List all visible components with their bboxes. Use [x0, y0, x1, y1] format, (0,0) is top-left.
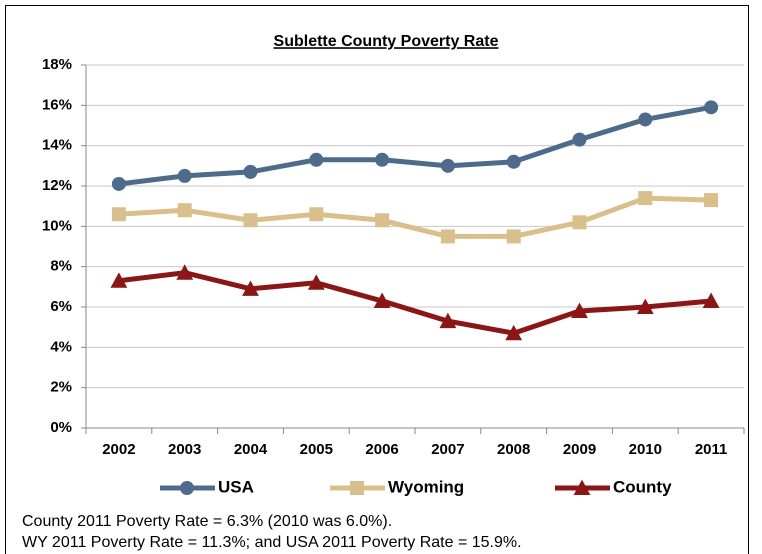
marker [506, 154, 521, 169]
x-tick-label: 2011 [695, 441, 728, 458]
series-line [118, 104, 712, 187]
marker [307, 274, 325, 290]
marker [573, 479, 591, 495]
x-tick-label: 2006 [365, 441, 398, 458]
marker [309, 207, 324, 222]
y-tick-label: 12% [42, 177, 72, 194]
y-tick-label: 10% [42, 217, 72, 234]
marker [373, 292, 391, 308]
x-tick-label: 2007 [431, 441, 464, 458]
marker [309, 152, 324, 167]
note: WY 2011 Poverty Rate = 11.3%; and USA 20… [22, 534, 522, 551]
marker [243, 213, 258, 228]
series-line [118, 270, 712, 336]
x-tick-label: 2002 [102, 441, 135, 458]
marker [375, 152, 390, 167]
marker [505, 324, 523, 341]
marker [638, 112, 653, 127]
marker [176, 264, 194, 280]
legend-label: County [613, 477, 672, 496]
marker [177, 168, 192, 183]
y-tick-label: 16% [42, 96, 72, 113]
marker [243, 164, 258, 179]
legend-label: Wyoming [388, 477, 464, 496]
y-tick-label: 14% [42, 137, 72, 154]
x-tick-label: 2009 [563, 441, 596, 458]
y-tick-label: 6% [50, 298, 72, 315]
x-tick-label: 2003 [168, 441, 201, 458]
y-tick-label: 2% [50, 379, 72, 396]
marker [636, 298, 654, 314]
chart-title: Sublette County Poverty Rate [274, 33, 499, 50]
x-tick-label: 2005 [300, 441, 333, 458]
marker [111, 176, 126, 191]
y-tick-label: 0% [50, 419, 72, 436]
x-tick-label: 2004 [234, 441, 268, 458]
marker [704, 193, 719, 208]
x-tick-label: 2010 [629, 441, 662, 458]
marker [440, 158, 455, 173]
marker [702, 292, 720, 308]
y-tick-label: 4% [50, 338, 72, 355]
marker [439, 312, 457, 329]
marker [440, 229, 455, 244]
series-line [118, 195, 712, 239]
marker [506, 229, 521, 244]
marker [180, 481, 194, 495]
marker [572, 215, 587, 230]
legend-label: USA [218, 477, 254, 496]
marker [375, 213, 390, 228]
y-tick-label: 18% [42, 56, 72, 73]
marker [177, 203, 192, 218]
marker [110, 272, 128, 288]
x-tick-label: 2008 [497, 441, 530, 458]
marker [572, 132, 587, 147]
marker [704, 100, 719, 115]
marker [571, 302, 588, 319]
note: County 2011 Poverty Rate = 6.3% (2010 wa… [22, 513, 392, 530]
marker [638, 191, 653, 206]
marker [350, 481, 364, 495]
marker [111, 207, 126, 222]
marker [242, 280, 259, 296]
y-tick-label: 8% [50, 258, 72, 275]
